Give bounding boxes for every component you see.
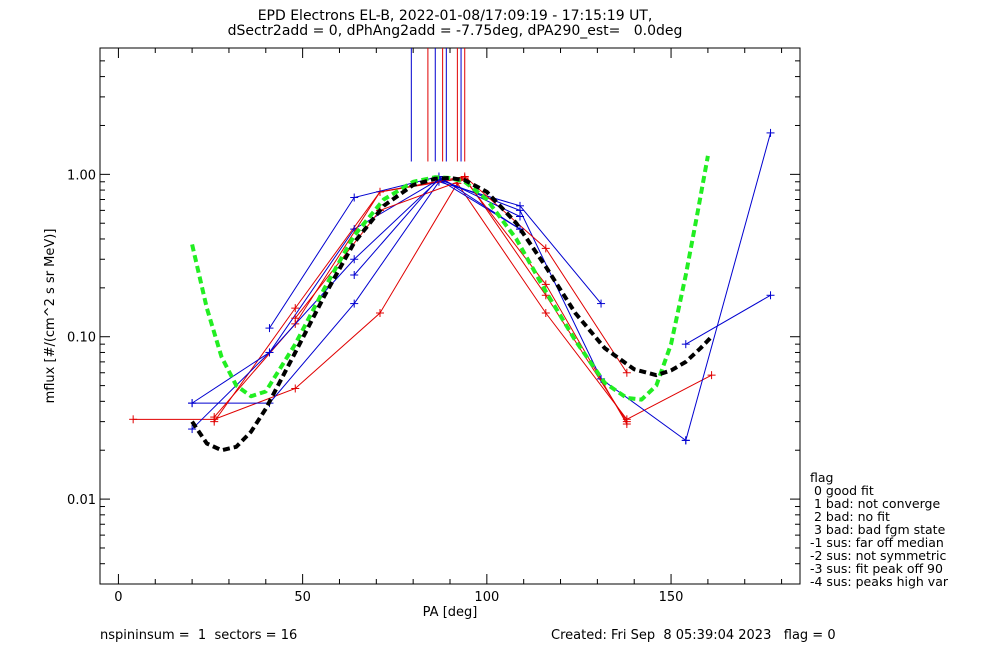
fit-curve-black xyxy=(190,175,714,453)
series-line xyxy=(191,178,521,404)
series-line xyxy=(191,178,687,441)
y-tick-label: 0.01 xyxy=(67,493,96,508)
legend-item: -3 sus: fit peak off 90 xyxy=(810,561,943,576)
legend-item: -4 sus: peaks high var xyxy=(810,574,949,589)
legend-item: 3 bad: bad fgm state xyxy=(810,522,946,537)
y-axis-label: mflux [#/(cm^2 s sr MeV)] xyxy=(43,229,58,404)
legend-item: -2 sus: not symmetric xyxy=(810,548,947,563)
footer-left: nspininsum = 1 sectors = 16 xyxy=(100,628,298,643)
legend-item: -1 sus: far off median xyxy=(810,535,944,550)
series-line xyxy=(133,182,712,420)
chart-title-line-1: EPD Electrons EL-B, 2022-01-08/17:09:19 … xyxy=(257,8,653,24)
series-line xyxy=(685,294,771,345)
legend-item: 1 bad: not converge xyxy=(810,496,941,511)
fit-curve-green xyxy=(190,155,710,402)
series-line xyxy=(294,178,628,425)
x-tick-label: 150 xyxy=(659,590,684,605)
footer-right: Created: Fri Sep 8 05:39:04 2023 flag = … xyxy=(551,628,836,643)
plot-frame xyxy=(99,47,801,585)
series-line xyxy=(269,175,521,329)
legend-item: 0 good fit xyxy=(810,483,874,498)
y-tick-label: 0.10 xyxy=(67,331,96,346)
legend-item: 2 bad: no fit xyxy=(810,509,890,524)
y-tick-label: 1.00 xyxy=(67,168,96,183)
legend-title: flag xyxy=(810,470,834,485)
series-line xyxy=(192,181,602,404)
x-tick-label: 0 xyxy=(114,590,122,605)
chart-title-line-2: dSectr2add = 0, dPhAng2add = -7.75deg, d… xyxy=(227,23,683,39)
x-tick-label: 50 xyxy=(294,590,311,605)
x-tick-label: 100 xyxy=(474,590,499,605)
x-axis-label: PA [deg] xyxy=(423,605,478,620)
series-line xyxy=(685,132,772,441)
